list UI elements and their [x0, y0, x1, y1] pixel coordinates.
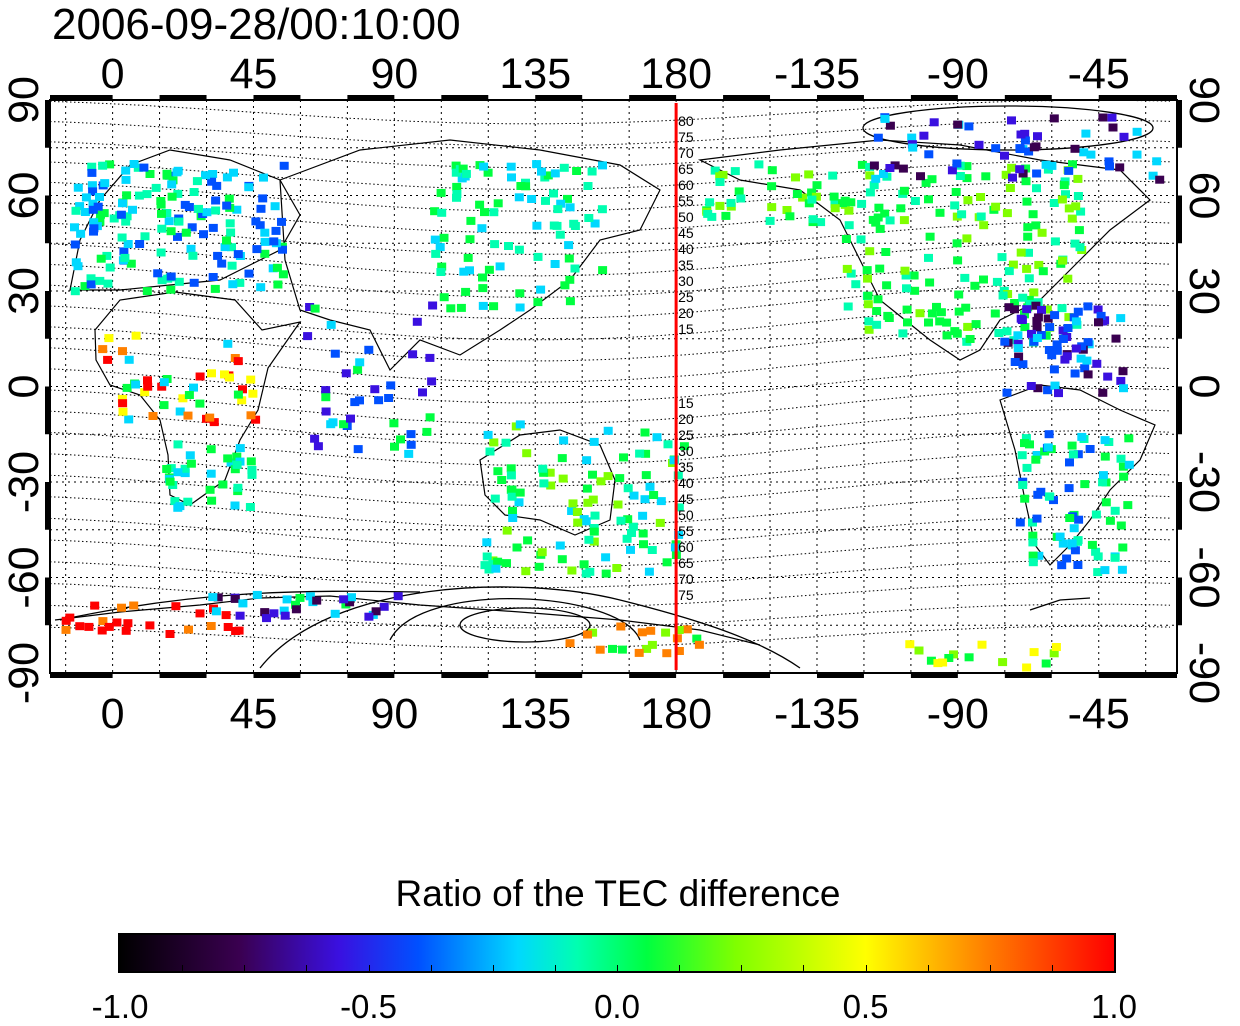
terminator-label-south: 50: [678, 507, 694, 523]
top-lon-tick: 180: [640, 50, 712, 98]
top-lon-tick: 135: [499, 50, 571, 98]
map-grid: [50, 100, 1177, 673]
colorbar-tick-label: 0.0: [594, 988, 640, 1025]
colorbar-minor-tick: [927, 965, 929, 973]
terminator-label-north: 60: [678, 177, 694, 193]
left-lat-tick: 90: [0, 76, 48, 124]
top-lon-tick: -135: [774, 50, 860, 98]
terminator-label-north: 20: [678, 305, 694, 321]
right-lat-tick: 60: [1180, 172, 1228, 220]
terminator-label-south: 60: [678, 539, 694, 555]
colorbar-minor-tick: [244, 965, 246, 973]
colorbar-minor-tick: [865, 965, 867, 973]
terminator-label-north: 50: [678, 209, 694, 225]
terminator-label-north: 40: [678, 241, 694, 257]
terminator-label-north: 35: [678, 257, 694, 273]
left-lat-tick: 0: [0, 375, 48, 399]
colorbar-minor-tick: [989, 965, 991, 973]
left-lat-tick: 30: [0, 267, 48, 315]
colorbar-minor-tick: [306, 965, 308, 973]
left-latitude-ticks: 90 60 30 0 -30 -60 -90: [0, 76, 48, 704]
top-lon-tick: -45: [1068, 50, 1130, 98]
right-lat-tick: 30: [1180, 267, 1228, 315]
terminator-label-south: 65: [678, 555, 694, 571]
top-longitude-ticks: 0 45 90 135 180 -135 -90 -45: [101, 50, 1130, 98]
terminator-label-north: 80: [678, 113, 694, 129]
terminator-label-south: 30: [678, 443, 694, 459]
terminator-label-north: 30: [678, 273, 694, 289]
colorbar-minor-tick: [1051, 965, 1053, 973]
colorbar-minor-tick: [120, 965, 121, 973]
plot-title: 2006-09-28/00:10:00: [52, 0, 461, 49]
bottom-lon-tick: -90: [927, 690, 989, 738]
terminator-labels: 8075706560555045403530252015152025303540…: [678, 113, 694, 603]
colorbar-minor-tick: [368, 965, 370, 973]
colorbar-minor-tick: [182, 965, 184, 973]
bottom-lon-tick: 0: [101, 690, 125, 738]
terminator-label-north: 70: [678, 145, 694, 161]
terminator-label-south: 35: [678, 459, 694, 475]
colorbar-minor-tick: [1114, 965, 1115, 973]
colorbar-tick-label: 0.5: [842, 988, 889, 1025]
tec-map: 8075706560555045403530252015152025303540…: [0, 50, 1228, 738]
right-latitude-ticks: 90 60 30 0 -30 -60 -90: [1180, 76, 1228, 704]
colorbar-minor-tick: [741, 965, 743, 973]
tec-patches: [61, 113, 1165, 672]
colorbar-minor-tick: [430, 965, 432, 973]
left-lat-tick: -60: [0, 546, 48, 608]
contour-lines: [49, 99, 1171, 669]
left-lat-tick: 60: [0, 172, 48, 220]
colorbar-label: Ratio of the TEC difference: [395, 873, 841, 914]
terminator-label-south: 45: [678, 491, 694, 507]
terminator-label-south: 25: [678, 427, 694, 443]
terminator-label-south: 15: [678, 395, 694, 411]
bottom-lon-tick: -135: [774, 690, 860, 738]
bottom-lon-tick: 45: [230, 690, 278, 738]
colorbar-tick-label: 1.0: [1091, 988, 1137, 1025]
colorbar-minor-tick: [617, 965, 618, 973]
bottom-lon-tick: -45: [1068, 690, 1130, 738]
colorbar-minor-tick: [679, 965, 681, 973]
top-lon-tick: 0: [101, 50, 125, 98]
colorbar-minor-tick: [803, 965, 805, 973]
top-lon-tick: 90: [370, 50, 418, 98]
terminator-label-north: 45: [678, 225, 694, 241]
right-lat-tick: -90: [1180, 642, 1228, 704]
colorbar-minor-tick: [554, 965, 556, 973]
right-lat-tick: 90: [1180, 76, 1228, 124]
terminator-label-south: 20: [678, 411, 694, 427]
terminator-label-south: 40: [678, 475, 694, 491]
bottom-longitude-ticks: 0 45 90 135 180 -135 -90 -45: [101, 690, 1130, 738]
left-lat-tick: -90: [0, 642, 48, 704]
bottom-lon-tick: 135: [499, 690, 571, 738]
terminator-label-south: 55: [678, 523, 694, 539]
right-lat-tick: -30: [1180, 451, 1228, 513]
terminator-label-south: 70: [678, 571, 694, 587]
top-lon-tick: 45: [230, 50, 278, 98]
left-lat-tick: -30: [0, 451, 48, 513]
right-lat-tick: -60: [1180, 546, 1228, 608]
terminator-label-north: 15: [678, 321, 694, 337]
terminator-label-north: 65: [678, 161, 694, 177]
top-lon-tick: -90: [927, 50, 989, 98]
terminator-label-north: 75: [678, 129, 694, 145]
bottom-lon-tick: 180: [640, 690, 712, 738]
bottom-lon-tick: 90: [370, 690, 418, 738]
terminator-label-south: 75: [678, 587, 694, 603]
colorbar-tick-label: -1.0: [91, 988, 149, 1025]
terminator-label-north: 55: [678, 193, 694, 209]
right-lat-tick: 0: [1180, 375, 1228, 399]
terminator-label-north: 25: [678, 289, 694, 305]
colorbar-minor-tick: [492, 965, 494, 973]
frame-tick-bars: [45, 95, 1182, 678]
colorbar-tick-label: -0.5: [340, 988, 397, 1025]
